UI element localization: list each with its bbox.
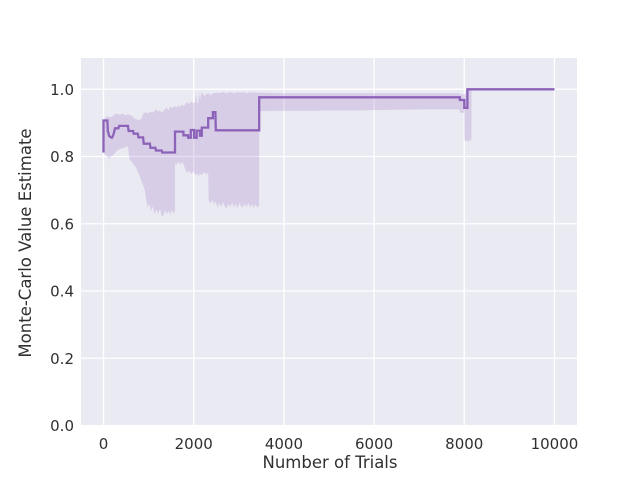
x-tick-label: 0 [99, 435, 109, 453]
y-tick-label: 0.0 [50, 417, 74, 435]
x-tick-label: 8000 [445, 435, 483, 453]
x-tick-label: 6000 [355, 435, 393, 453]
estimate-line [102, 88, 555, 154]
plot-area [81, 58, 577, 426]
y-tick-label: 0.2 [50, 350, 74, 368]
y-tick-label: 0.4 [50, 283, 74, 301]
x-tick-label: 2000 [175, 435, 213, 453]
y-tick-label: 0.8 [50, 148, 74, 166]
x-tick-label: 4000 [265, 435, 303, 453]
y-axis-label: Monte-Carlo Value Estimate [16, 128, 35, 357]
x-axis-label: Number of Trials [263, 453, 398, 472]
x-tick-label: 10000 [531, 435, 579, 453]
y-tick-label: 0.6 [50, 215, 74, 233]
y-tick-label: 1.0 [50, 81, 74, 99]
